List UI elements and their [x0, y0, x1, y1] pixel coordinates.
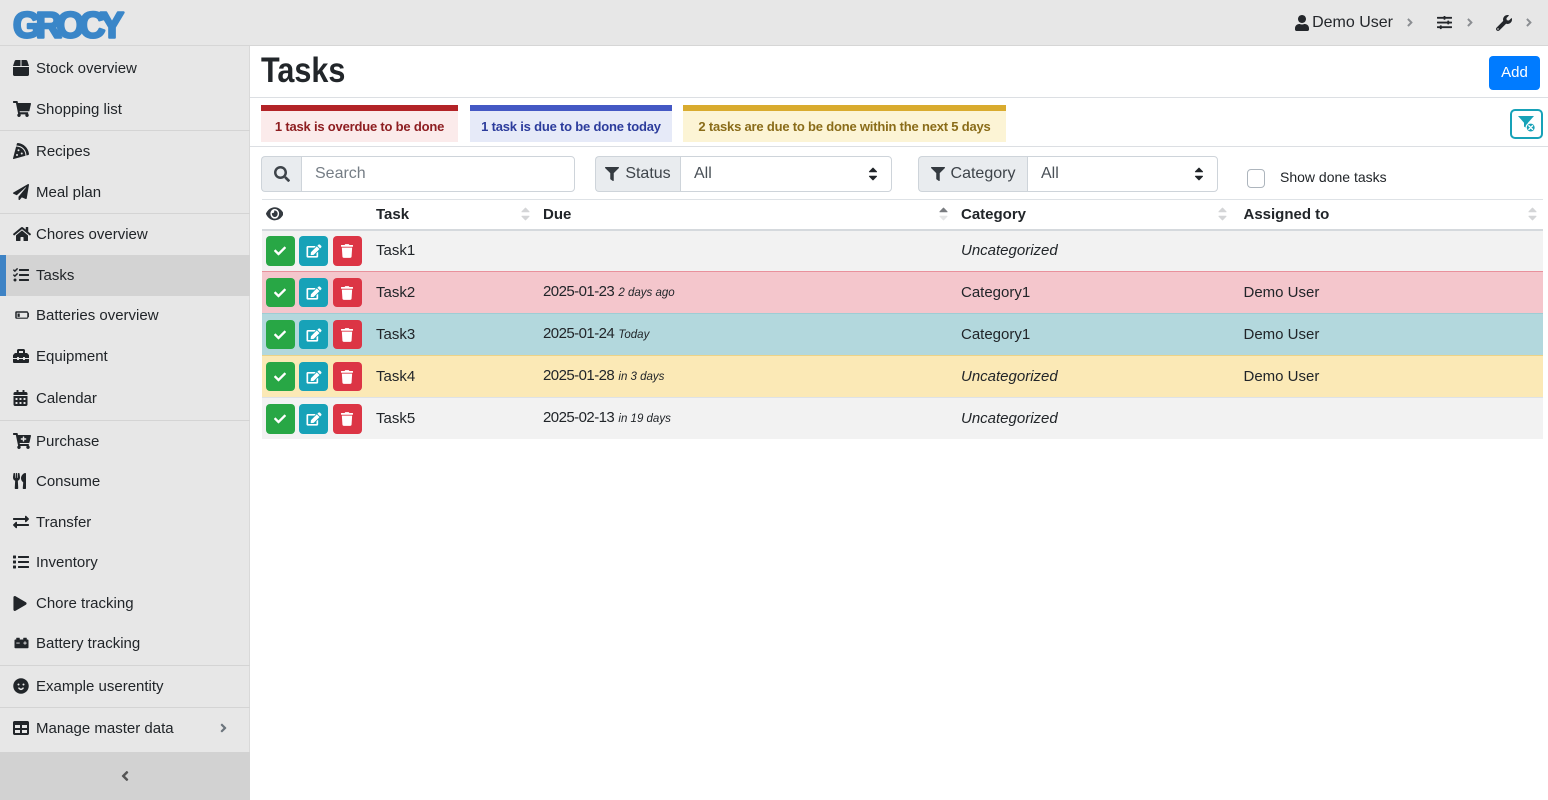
svg-text:GROCY: GROCY — [13, 5, 124, 45]
